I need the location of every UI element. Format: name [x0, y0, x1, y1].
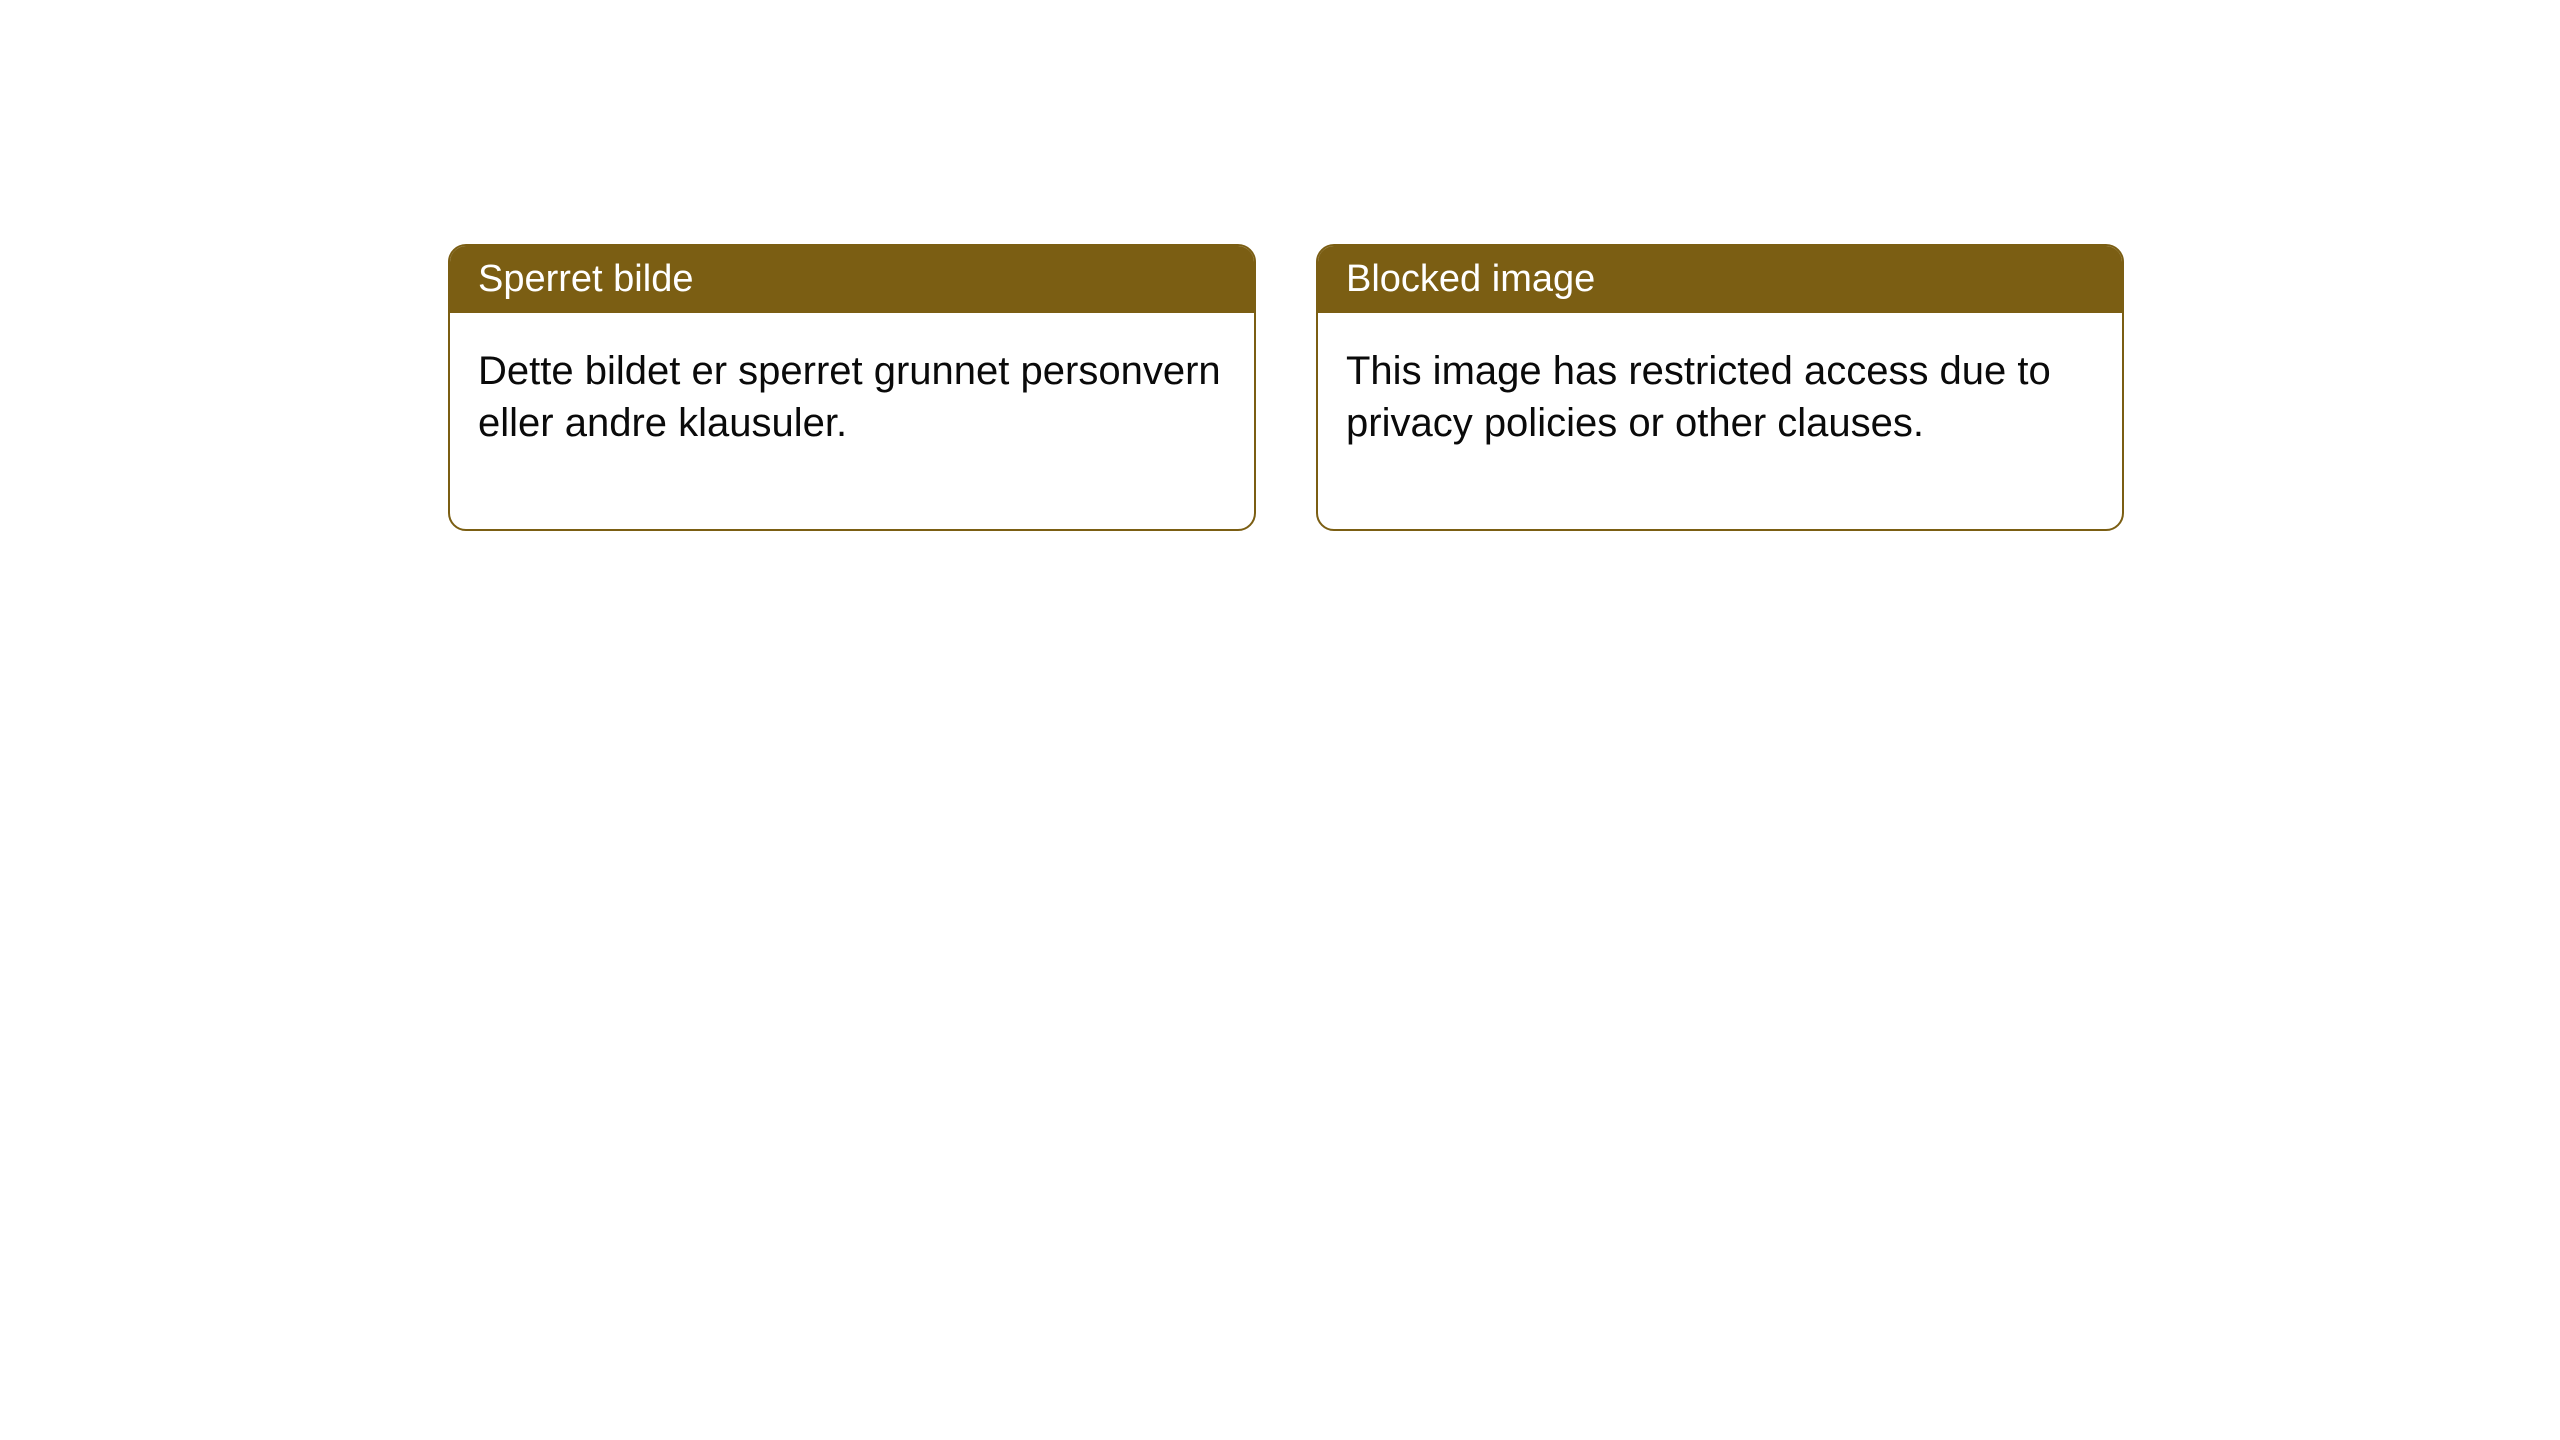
notice-card-english: Blocked image This image has restricted …	[1316, 244, 2124, 531]
notice-card-norwegian: Sperret bilde Dette bildet er sperret gr…	[448, 244, 1256, 531]
card-body-text: This image has restricted access due to …	[1318, 313, 2122, 529]
card-body-text: Dette bildet er sperret grunnet personve…	[450, 313, 1254, 529]
card-header-title: Blocked image	[1318, 246, 2122, 313]
card-header-title: Sperret bilde	[450, 246, 1254, 313]
notice-container: Sperret bilde Dette bildet er sperret gr…	[0, 0, 2560, 531]
